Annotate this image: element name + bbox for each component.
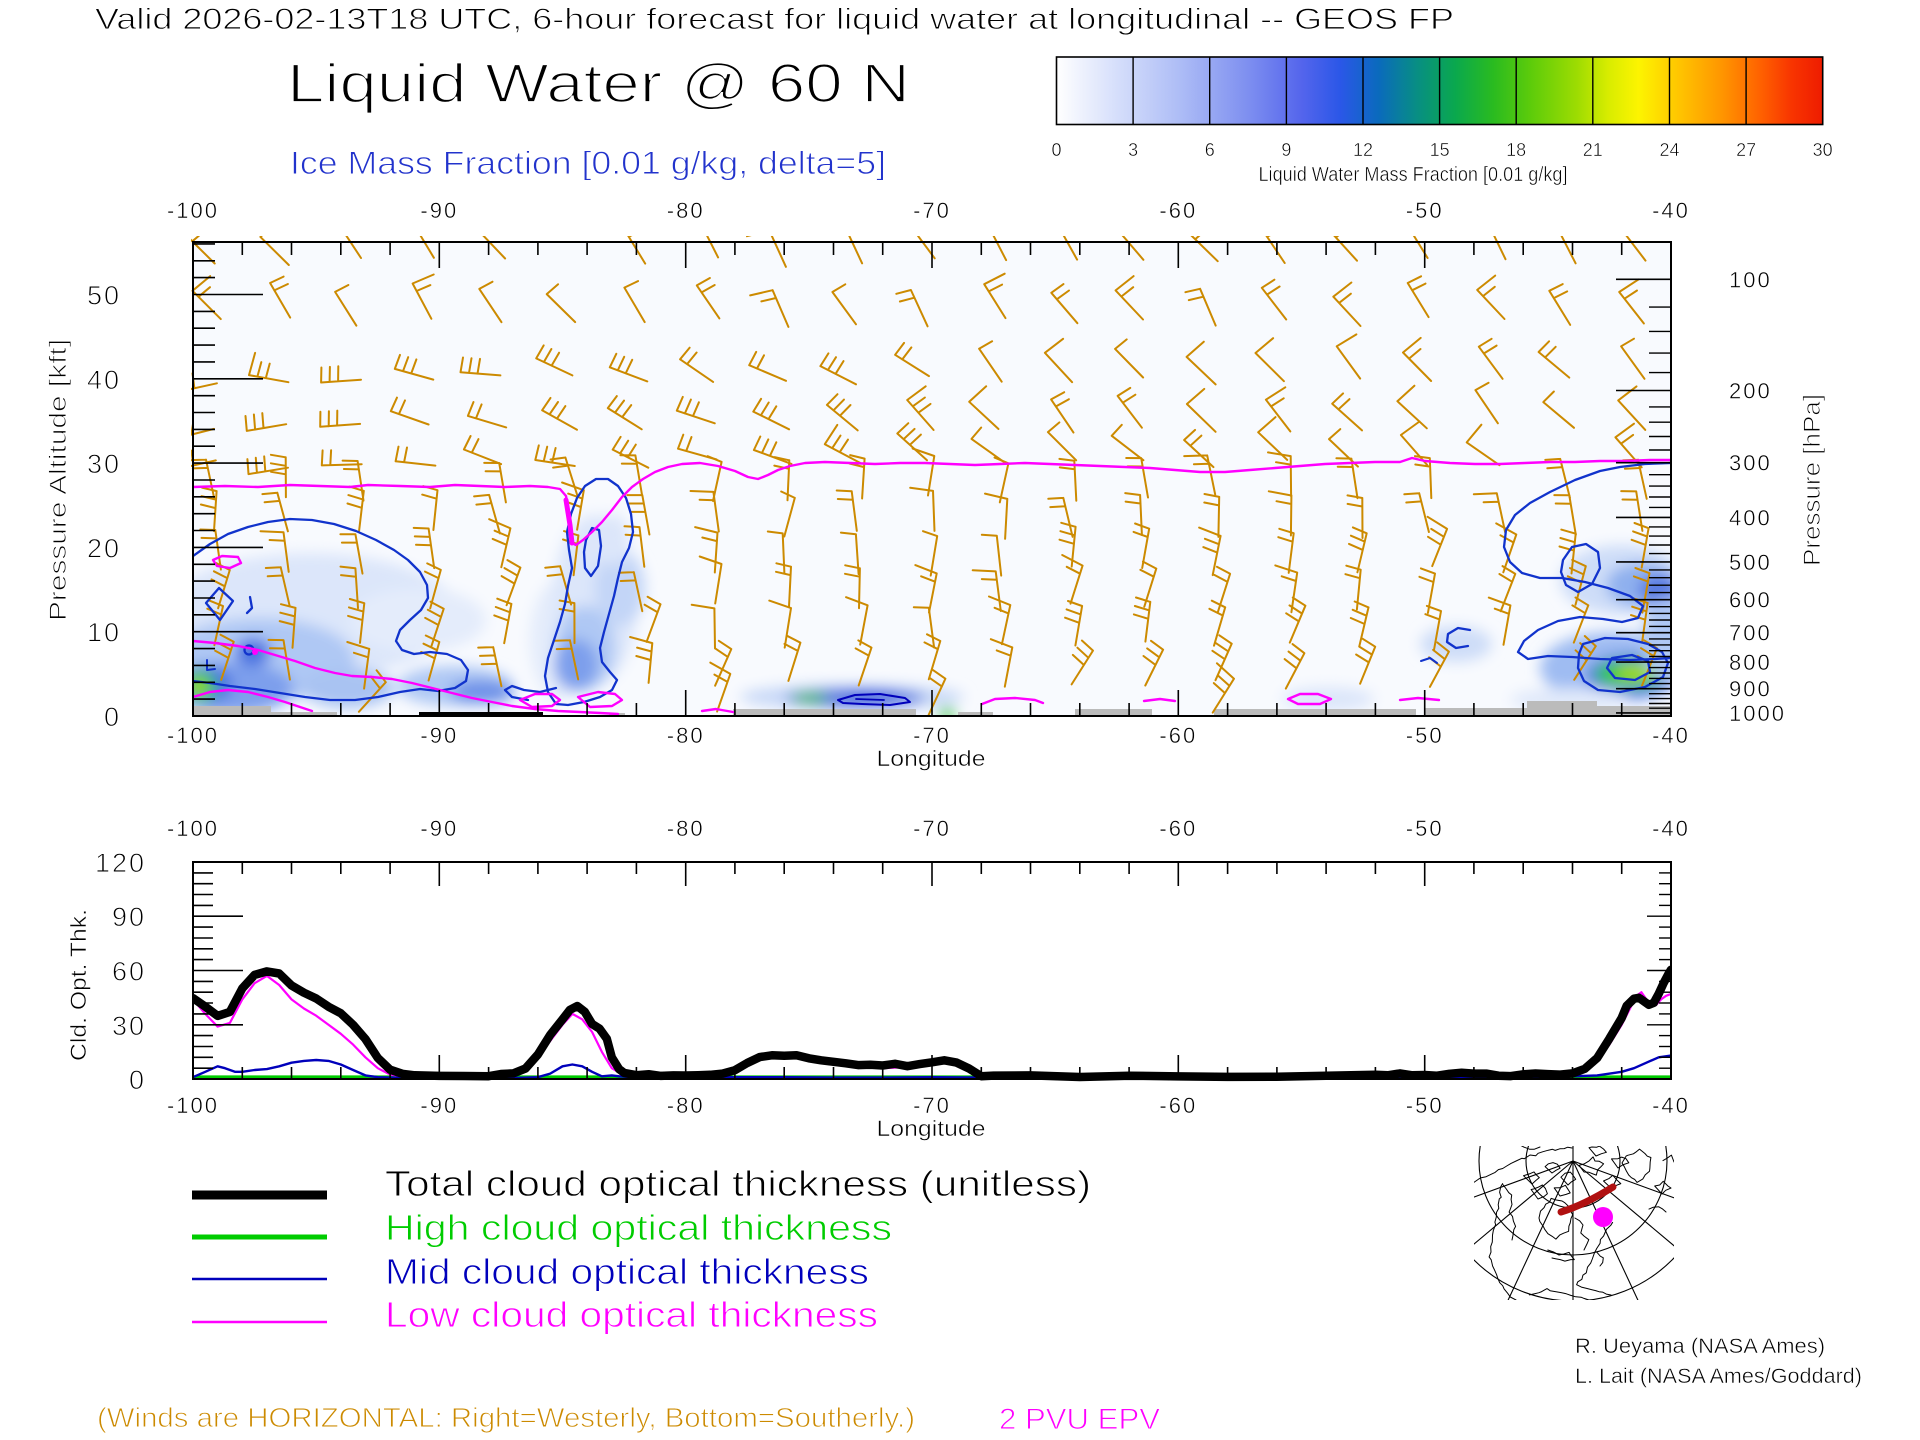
svg-text:-40: -40 — [1652, 816, 1690, 841]
svg-text:27: 27 — [1736, 140, 1756, 160]
svg-text:21: 21 — [1583, 140, 1603, 160]
svg-text:-60: -60 — [1159, 816, 1197, 841]
svg-text:400: 400 — [1729, 505, 1772, 530]
svg-text:Liquid Water Mass Fraction [0.: Liquid Water Mass Fraction [0.01 g/kg] — [1259, 164, 1568, 186]
svg-text:-70: -70 — [913, 816, 951, 841]
svg-text:18: 18 — [1506, 140, 1526, 160]
svg-text:-70: -70 — [913, 1093, 951, 1118]
svg-text:600: 600 — [1729, 588, 1772, 613]
svg-text:-90: -90 — [420, 816, 458, 841]
svg-text:-100: -100 — [167, 198, 219, 223]
svg-text:-80: -80 — [667, 198, 705, 223]
svg-text:0: 0 — [1051, 140, 1061, 160]
svg-text:12: 12 — [1353, 140, 1373, 160]
svg-text:120: 120 — [95, 848, 146, 878]
svg-text:90: 90 — [112, 902, 146, 932]
svg-text:Cld. Opt. Thk.: Cld. Opt. Thk. — [66, 909, 91, 1061]
svg-text:Low cloud optical thickness: Low cloud optical thickness — [385, 1294, 878, 1335]
svg-text:10: 10 — [87, 618, 121, 648]
svg-text:Ice Mass Fraction [0.01 g/kg,: Ice Mass Fraction [0.01 g/kg, delta=5] — [290, 145, 886, 181]
svg-text:-70: -70 — [913, 198, 951, 223]
svg-text:Total cloud optical thickness: Total cloud optical thickness (unitless) — [385, 1163, 1091, 1204]
svg-text:9: 9 — [1281, 140, 1291, 160]
svg-text:800: 800 — [1729, 650, 1772, 675]
svg-text:L. Lait (NASA Ames/Goddard): L. Lait (NASA Ames/Goddard) — [1575, 1365, 1862, 1388]
svg-text:-100: -100 — [167, 1093, 219, 1118]
svg-text:6: 6 — [1205, 140, 1215, 160]
svg-text:30: 30 — [1813, 140, 1833, 160]
svg-text:-40: -40 — [1652, 1093, 1690, 1118]
svg-text:Pressure Altitude [kft]: Pressure Altitude [kft] — [45, 339, 72, 621]
svg-text:500: 500 — [1729, 550, 1772, 575]
svg-text:-50: -50 — [1406, 723, 1444, 748]
svg-text:-90: -90 — [420, 1093, 458, 1118]
svg-text:700: 700 — [1729, 621, 1772, 646]
svg-text:-70: -70 — [913, 723, 951, 748]
svg-text:-60: -60 — [1159, 198, 1197, 223]
svg-text:Pressure [hPa]: Pressure [hPa] — [1799, 394, 1826, 566]
svg-text:-100: -100 — [167, 816, 219, 841]
svg-text:40: 40 — [87, 365, 121, 395]
svg-text:24: 24 — [1659, 140, 1679, 160]
svg-text:-80: -80 — [667, 723, 705, 748]
svg-text:-100: -100 — [167, 723, 219, 748]
svg-text:1000: 1000 — [1729, 701, 1786, 726]
svg-text:30: 30 — [112, 1011, 146, 1041]
svg-text:30: 30 — [87, 449, 121, 479]
svg-text:0: 0 — [129, 1065, 146, 1095]
svg-text:-60: -60 — [1159, 723, 1197, 748]
svg-text:300: 300 — [1729, 451, 1772, 476]
svg-text:-90: -90 — [420, 723, 458, 748]
svg-text:-80: -80 — [667, 1093, 705, 1118]
svg-text:-80: -80 — [667, 816, 705, 841]
svg-text:100: 100 — [1729, 267, 1772, 292]
svg-text:-40: -40 — [1652, 198, 1690, 223]
svg-text:15: 15 — [1430, 140, 1450, 160]
svg-text:(Winds are HORIZONTAL: Right=W: (Winds are HORIZONTAL: Right=Westerly, B… — [97, 1402, 915, 1433]
svg-text:-50: -50 — [1406, 816, 1444, 841]
svg-text:20: 20 — [87, 533, 121, 563]
svg-text:900: 900 — [1729, 677, 1772, 702]
svg-text:-40: -40 — [1652, 723, 1690, 748]
svg-text:60: 60 — [112, 957, 146, 987]
svg-text:50: 50 — [87, 281, 121, 311]
svg-text:0: 0 — [104, 702, 121, 732]
svg-text:Mid cloud optical thickness: Mid cloud optical thickness — [385, 1251, 869, 1292]
svg-text:200: 200 — [1729, 379, 1772, 404]
svg-text:Longitude: Longitude — [877, 1116, 986, 1141]
svg-text:-50: -50 — [1406, 1093, 1444, 1118]
svg-text:-60: -60 — [1159, 1093, 1197, 1118]
svg-text:Valid 2026-02-13T18 UTC, 6-hou: Valid 2026-02-13T18 UTC, 6-hour forecast… — [95, 3, 1454, 36]
svg-text:R. Ueyama (NASA Ames): R. Ueyama (NASA Ames) — [1575, 1335, 1825, 1358]
svg-text:Longitude: Longitude — [877, 746, 986, 771]
svg-text:High cloud optical thickness: High cloud optical thickness — [385, 1207, 892, 1248]
svg-text:3: 3 — [1128, 140, 1138, 160]
svg-text:2 PVU EPV: 2 PVU EPV — [999, 1403, 1160, 1436]
svg-text:Liquid Water @ 60 N: Liquid Water @ 60 N — [287, 52, 910, 114]
svg-text:-50: -50 — [1406, 198, 1444, 223]
svg-text:-90: -90 — [420, 198, 458, 223]
